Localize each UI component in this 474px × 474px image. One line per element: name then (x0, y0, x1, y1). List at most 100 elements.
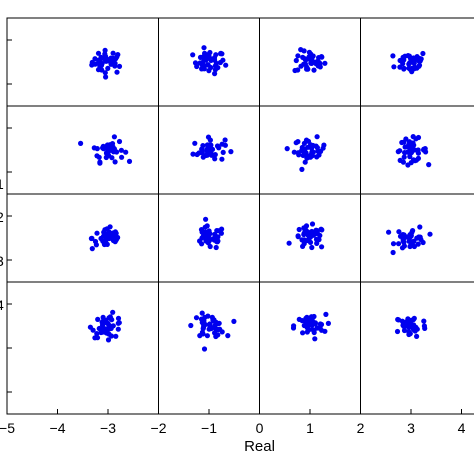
data-point (218, 50, 224, 57)
data-point (307, 322, 314, 328)
data-point (407, 66, 413, 72)
data-point (92, 56, 98, 62)
data-point (193, 315, 200, 321)
plot-frame (6, 17, 474, 415)
data-point (405, 316, 411, 322)
y-tick-label: 3 (0, 253, 4, 269)
data-point (116, 320, 122, 326)
y-tick-label: 2 (0, 209, 4, 225)
data-point (305, 66, 311, 72)
data-point (190, 52, 196, 58)
data-point (200, 54, 206, 61)
data-point (198, 149, 204, 155)
data-point (113, 333, 119, 339)
data-point (219, 141, 225, 147)
data-point (215, 321, 221, 327)
data-point (104, 329, 110, 335)
data-point (208, 151, 214, 157)
data-point (311, 329, 317, 336)
data-point (301, 241, 307, 247)
data-point (401, 57, 407, 63)
data-point (94, 153, 100, 159)
data-point (108, 325, 114, 331)
data-point (90, 327, 96, 333)
data-point (308, 154, 314, 160)
data-point (105, 65, 111, 71)
data-point (402, 150, 408, 156)
data-point (204, 142, 210, 148)
data-point (212, 71, 218, 77)
data-point (99, 319, 105, 325)
data-point (403, 234, 409, 240)
data-point (302, 159, 308, 165)
data-point (422, 146, 428, 152)
data-point (109, 61, 115, 67)
data-point (301, 61, 307, 67)
data-point (312, 59, 318, 65)
data-point (110, 50, 116, 56)
data-point (308, 60, 314, 66)
data-point (321, 142, 327, 148)
data-point (411, 327, 417, 333)
data-point (322, 60, 328, 66)
data-point (417, 58, 423, 64)
data-point (100, 314, 106, 320)
data-point (212, 67, 218, 73)
data-point (386, 229, 392, 235)
data-point (397, 64, 403, 70)
data-point (208, 325, 214, 331)
data-point (302, 318, 308, 324)
data-point (284, 146, 290, 152)
data-point (403, 136, 409, 142)
data-point (104, 241, 110, 247)
data-point (202, 50, 208, 57)
data-point (314, 154, 320, 160)
data-point (212, 330, 218, 336)
data-point (295, 53, 301, 59)
data-point (418, 237, 424, 243)
data-point (305, 232, 311, 238)
data-point (205, 313, 211, 319)
data-point (94, 335, 101, 341)
data-point (427, 231, 433, 237)
data-point (325, 320, 331, 326)
data-point (102, 227, 108, 233)
x-tick-label: −3 (100, 420, 116, 436)
data-point (94, 230, 100, 236)
data-point (405, 162, 411, 168)
data-point (202, 224, 208, 230)
data-point (410, 140, 416, 146)
data-point (115, 326, 121, 332)
data-point (213, 326, 219, 332)
data-point (98, 54, 104, 61)
data-point (108, 234, 114, 240)
data-point (108, 333, 114, 339)
data-point (313, 227, 319, 233)
data-point (107, 314, 113, 320)
data-point (318, 54, 325, 60)
data-point (402, 144, 408, 150)
x-tick-label: 0 (256, 420, 264, 436)
data-point (299, 237, 305, 243)
data-point (222, 137, 228, 143)
data-point (319, 227, 325, 233)
data-point (305, 144, 311, 150)
data-point (299, 166, 305, 172)
data-point (421, 323, 427, 329)
scatter-points (78, 45, 433, 352)
data-point (102, 47, 108, 54)
data-point (322, 328, 328, 334)
data-point (293, 57, 299, 64)
data-point (201, 346, 208, 352)
data-point (213, 60, 219, 66)
data-point (223, 62, 229, 68)
data-point (293, 140, 299, 146)
data-point (204, 152, 210, 158)
data-point (199, 310, 205, 316)
data-point (415, 241, 421, 247)
data-point (197, 60, 203, 66)
data-point (111, 134, 117, 140)
data-point (391, 64, 397, 70)
data-point (225, 333, 231, 339)
data-point (200, 324, 207, 330)
